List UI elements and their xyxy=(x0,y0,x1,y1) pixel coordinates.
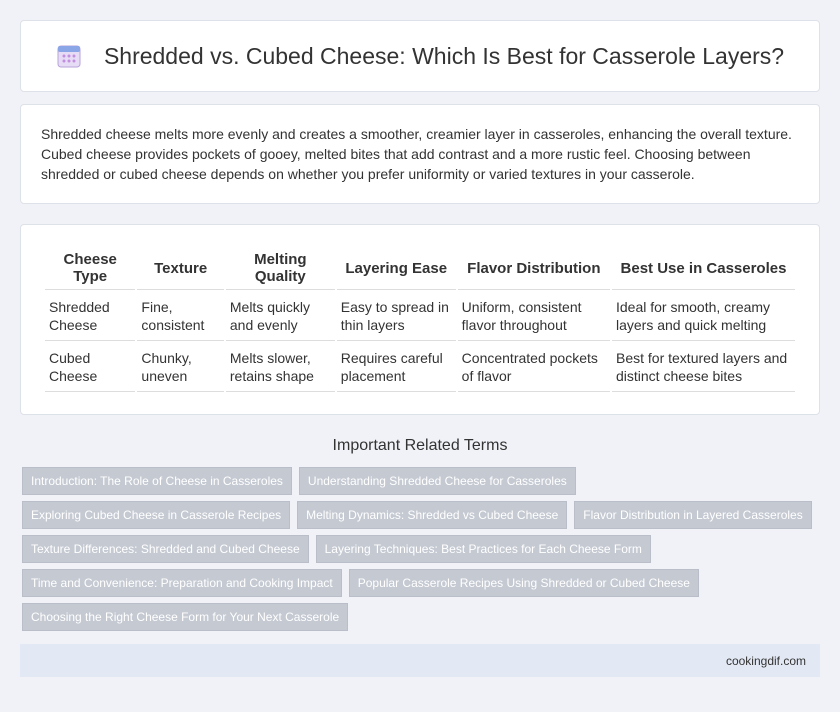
tag[interactable]: Exploring Cubed Cheese in Casserole Reci… xyxy=(22,501,291,529)
cell: Melts slower, retains shape xyxy=(225,343,335,392)
cell: Easy to spread in thin layers xyxy=(336,292,456,341)
cell: Uniform, consistent flavor throughout xyxy=(457,292,610,341)
tag[interactable]: Melting Dynamics: Shredded vs Cubed Chee… xyxy=(297,501,568,529)
tag[interactable]: Popular Casserole Recipes Using Shredded… xyxy=(348,569,699,597)
tag[interactable]: Choosing the Right Cheese Form for Your … xyxy=(22,603,349,631)
row: Cubed Cheese Chunky, uneven Melts slower, … xyxy=(45,343,795,392)
tag[interactable]: Introduction: The Role of Cheese in Cass… xyxy=(22,467,292,495)
icon xyxy=(57,45,81,68)
tag[interactable]: Texture Differences: Shredded and Cubed … xyxy=(22,535,309,563)
cell: Cubed Cheese xyxy=(45,343,136,392)
column-header: Best Use in Casseroles xyxy=(612,247,795,290)
cell: Fine, consistent xyxy=(137,292,224,341)
column-header: Texture xyxy=(137,247,224,290)
column-header: Layering Ease xyxy=(336,247,456,290)
title: Shredded vs. Cubed Cheese: Which Is Best… xyxy=(103,42,785,69)
cell: Chunky, uneven xyxy=(137,343,224,392)
related-title: Important Related Terms xyxy=(332,437,508,454)
footer: cookingdif.com xyxy=(20,644,820,677)
row: Shredded Cheese Fine, consistent Melts qui… xyxy=(45,292,795,341)
cell: Melts quickly and evenly xyxy=(225,292,335,341)
tag[interactable]: Layering Techniques: Best Practices for … xyxy=(315,535,651,563)
column-header: Melting Quality xyxy=(225,247,335,290)
cell: Concentrated pockets of flavor xyxy=(457,343,610,392)
table-card: Cheese Type Texture Melting Quality Layerin… xyxy=(20,224,820,415)
cell: Shredded Cheese xyxy=(45,292,136,341)
intro: Shredded cheese melts more evenly and cr… xyxy=(20,104,820,204)
table: Cheese Type Texture Melting Quality Layerin… xyxy=(43,245,797,394)
tag[interactable]: Flavor Distribution in Layered Casserole… xyxy=(574,501,812,529)
tags: Introduction: The Role of Cheese in Cass… xyxy=(0,455,840,631)
column-header: Cheese Type xyxy=(45,247,136,290)
cell: Requires careful placement xyxy=(336,343,456,392)
tag[interactable]: Time and Convenience: Preparation and Co… xyxy=(22,569,342,597)
tag[interactable]: Understanding Shredded Cheese for Casser… xyxy=(298,467,576,495)
header: Shredded vs. Cubed Cheese: Which Is Best… xyxy=(20,20,820,92)
column-header: Flavor Distribution xyxy=(457,247,610,290)
cell: Best for textured layers and distinct ch… xyxy=(612,343,795,392)
site: cookingdif.com xyxy=(725,654,806,668)
page: Shredded vs. Cubed Cheese: Which Is Best… xyxy=(0,20,840,712)
cell: Ideal for smooth, creamy layers and quic… xyxy=(612,292,795,341)
